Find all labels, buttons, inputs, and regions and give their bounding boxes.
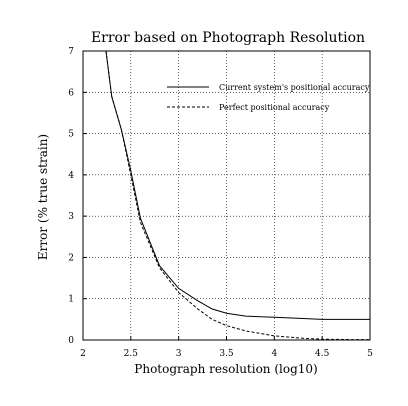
- x-axis-label: Photograph resolution (log10): [134, 362, 317, 376]
- x-tick-label: 2: [80, 349, 86, 359]
- y-tick-label: 7: [68, 47, 74, 57]
- x-tick-label: 3.5: [219, 349, 234, 359]
- x-tick-label: 4: [271, 349, 277, 359]
- y-tick-label: 0: [68, 336, 74, 346]
- x-tick-label: 5: [367, 349, 373, 359]
- grid: [83, 51, 370, 340]
- y-tick-label: 4: [68, 171, 74, 181]
- series-layer: [105, 51, 370, 340]
- y-axis: 0 1 2 3 4 5 6 7: [68, 47, 87, 346]
- x-axis: 2 2.5 3 3.5 4 4.5 5: [80, 336, 373, 359]
- y-tick-label: 6: [68, 88, 74, 98]
- y-tick-label: 1: [68, 295, 74, 305]
- x-tick-label: 2.5: [124, 349, 139, 359]
- legend: Current system's positional accuracy Perf…: [167, 83, 370, 112]
- y-axis-label: Error (% true strain): [36, 134, 50, 260]
- legend-label-2: Perfect positional accuracy: [219, 103, 330, 112]
- chart-title: Error based on Photograph Resolution: [91, 30, 365, 46]
- series-line-2: [105, 51, 370, 340]
- y-tick-label: 3: [68, 212, 74, 222]
- y-tick-label: 5: [68, 130, 74, 140]
- y-tick-label: 2: [68, 253, 74, 263]
- x-tick-label: 3: [176, 349, 182, 359]
- legend-label-1: Current system's positional accuracy: [219, 83, 370, 92]
- x-tick-label: 4.5: [315, 349, 330, 359]
